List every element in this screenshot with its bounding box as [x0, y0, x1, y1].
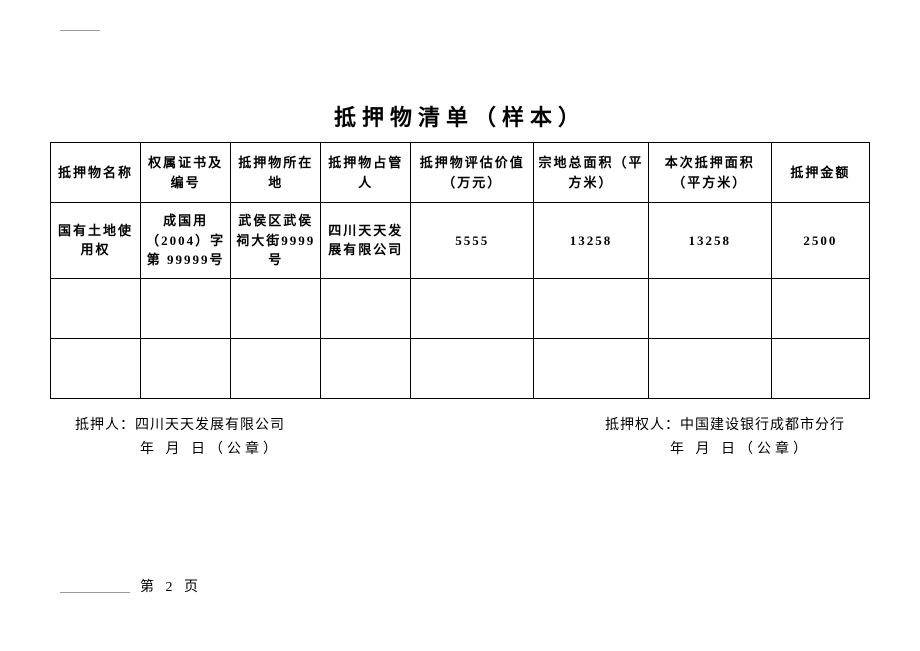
- cell: [141, 338, 231, 398]
- cell: [51, 278, 141, 338]
- cell: [771, 278, 869, 338]
- table-row: [51, 278, 870, 338]
- cell-mortgagearea: 13258: [648, 203, 771, 279]
- collateral-table: 抵押物名称 权属证书及编号 抵押物所在地 抵押物占管人 抵押物评估价值（万元） …: [50, 142, 870, 399]
- table-row: [51, 338, 870, 398]
- page-number: 第 2 页: [140, 576, 202, 596]
- col-header-amount: 抵押金额: [771, 143, 869, 203]
- footer-mortgagee: 抵押权人：中国建设银行成都市分行 年 月 日（公章）: [605, 414, 845, 458]
- table-row: 国有土地使用权 成国用（2004）字第 99999号 武侯区武侯祠大街9999号…: [51, 203, 870, 279]
- cell-name: 国有土地使用权: [51, 203, 141, 279]
- cell: [534, 278, 649, 338]
- col-header-name: 抵押物名称: [51, 143, 141, 203]
- mortgagor-label: 抵押人：四川天天发展有限公司: [75, 414, 285, 434]
- mortgagor-date: 年 月 日（公章）: [75, 438, 285, 458]
- col-header-cert: 权属证书及编号: [141, 143, 231, 203]
- page-decoration-line: [60, 592, 130, 593]
- cell-value: 5555: [411, 203, 534, 279]
- cell-totalarea: 13258: [534, 203, 649, 279]
- cell: [648, 278, 771, 338]
- table-header-row: 抵押物名称 权属证书及编号 抵押物所在地 抵押物占管人 抵押物评估价值（万元） …: [51, 143, 870, 203]
- cell: [411, 338, 534, 398]
- cell: [648, 338, 771, 398]
- cell-amount: 2500: [771, 203, 869, 279]
- mortgagee-label: 抵押权人：中国建设银行成都市分行: [605, 414, 845, 434]
- cell: [231, 338, 321, 398]
- cell: [534, 338, 649, 398]
- top-decoration-line: [60, 30, 100, 31]
- cell: [231, 278, 321, 338]
- cell-location: 武侯区武侯祠大街9999号: [231, 203, 321, 279]
- cell: [771, 338, 869, 398]
- col-header-value: 抵押物评估价值（万元）: [411, 143, 534, 203]
- col-header-mortgagearea: 本次抵押面积（平方米）: [648, 143, 771, 203]
- col-header-totalarea: 宗地总面积（平方米）: [534, 143, 649, 203]
- cell: [141, 278, 231, 338]
- cell: [411, 278, 534, 338]
- cell: [51, 338, 141, 398]
- footer-section: 抵押人：四川天天发展有限公司 年 月 日（公章） 抵押权人：中国建设银行成都市分…: [50, 414, 870, 458]
- col-header-custodian: 抵押物占管人: [321, 143, 411, 203]
- cell-cert: 成国用（2004）字第 99999号: [141, 203, 231, 279]
- mortgagee-date: 年 月 日（公章）: [605, 438, 845, 458]
- cell: [321, 338, 411, 398]
- cell-custodian: 四川天天发展有限公司: [321, 203, 411, 279]
- footer-mortgagor: 抵押人：四川天天发展有限公司 年 月 日（公章）: [75, 414, 285, 458]
- cell: [321, 278, 411, 338]
- col-header-location: 抵押物所在地: [231, 143, 321, 203]
- document-title: 抵押物清单（样本）: [50, 100, 870, 132]
